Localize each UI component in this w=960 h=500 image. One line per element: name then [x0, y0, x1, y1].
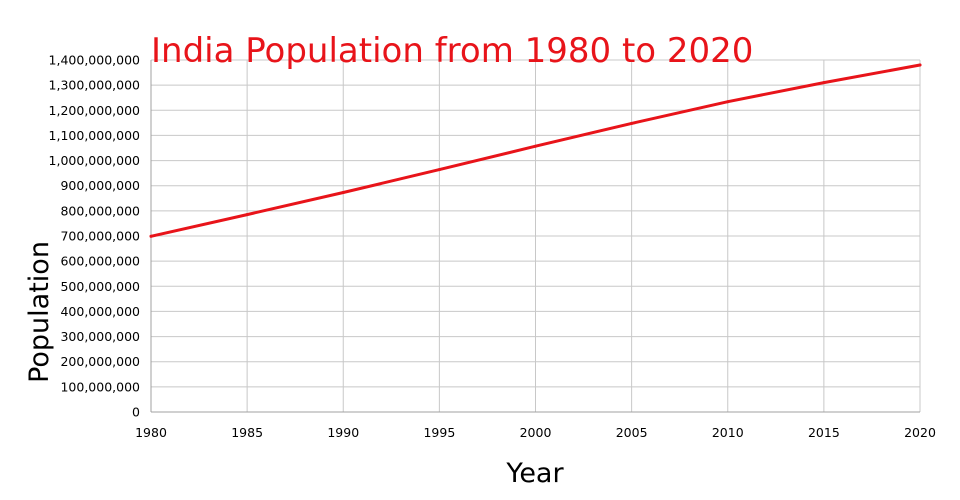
data-point: [726, 100, 730, 104]
y-tick-label: 1,000,000,000: [49, 153, 140, 168]
y-tick-label: 0: [132, 405, 140, 420]
data-point: [534, 144, 537, 148]
x-tick-label: 1995: [423, 425, 455, 440]
data-point: [437, 168, 441, 172]
y-tick-label: 700,000,000: [60, 229, 140, 244]
x-tick-label: 1990: [327, 425, 359, 440]
y-tick-label: 800,000,000: [60, 203, 140, 218]
x-axis-label: Year: [505, 458, 564, 489]
y-tick-label: 400,000,000: [60, 304, 140, 319]
series-layer: [149, 63, 922, 238]
y-tick-label: 1,400,000,000: [49, 53, 140, 68]
data-point: [630, 121, 634, 125]
y-tick-label: 200,000,000: [60, 354, 140, 369]
x-tick-label: 2015: [808, 425, 840, 440]
y-tick-label: 500,000,000: [60, 279, 140, 294]
y-tick-label: 1,200,000,000: [49, 103, 140, 118]
y-tick-label: 1,100,000,000: [49, 128, 140, 143]
x-tick-label: 1980: [135, 425, 167, 440]
x-tick-label: 1985: [231, 425, 263, 440]
data-point: [822, 81, 826, 85]
chart-title: India Population from 1980 to 2020: [151, 31, 753, 71]
x-axis-ticks: 1980 1985 1990 1995 2000 2005 2010 2015 2020: [135, 425, 936, 440]
x-tick-label: 2010: [712, 425, 744, 440]
x-tick-label: 2020: [904, 425, 936, 440]
y-tick-label: 300,000,000: [60, 329, 140, 344]
y-tick-label: 900,000,000: [60, 178, 140, 193]
data-point: [245, 213, 249, 217]
x-tick-label: 2000: [520, 425, 552, 440]
grid: [150, 59, 921, 413]
x-tick-label: 2005: [616, 425, 648, 440]
data-point: [341, 191, 345, 195]
y-axis-label: Population: [24, 241, 55, 383]
y-tick-label: 600,000,000: [60, 254, 140, 269]
y-axis-ticks: 0 100,000,000 200,000,000 300,000,000 400,00…: [49, 53, 141, 420]
y-tick-label: 1,300,000,000: [49, 78, 140, 93]
data-point: [149, 234, 153, 238]
data-point: [918, 63, 922, 67]
y-tick-label: 100,000,000: [60, 379, 140, 394]
